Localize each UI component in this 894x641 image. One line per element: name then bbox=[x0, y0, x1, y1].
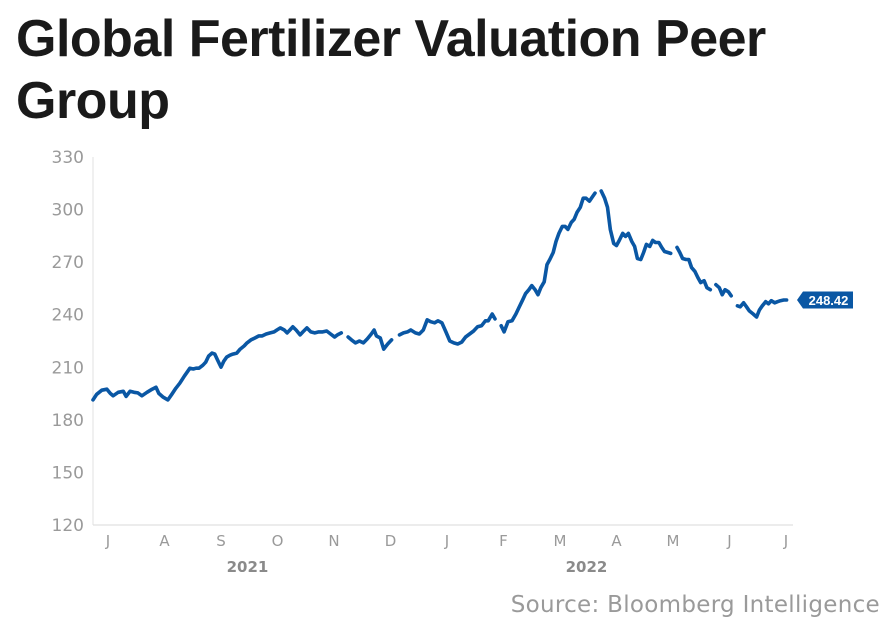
x-tick-label: F bbox=[499, 532, 508, 550]
y-tick-label: 150 bbox=[52, 463, 84, 483]
y-axis: 120 150 180 210 240 270 300 330 bbox=[52, 148, 84, 536]
source-note: Source: Bloomberg Intelligence bbox=[510, 592, 880, 618]
x-tick-label: A bbox=[611, 532, 622, 550]
x-tick-label: M bbox=[667, 532, 680, 550]
x-year-label: 2022 bbox=[566, 558, 608, 576]
x-year-label: 2021 bbox=[227, 558, 269, 576]
last-value-label: 248.42 bbox=[797, 291, 853, 309]
y-tick-label: 300 bbox=[52, 201, 84, 221]
series-group bbox=[91, 189, 789, 402]
series-line bbox=[91, 189, 789, 402]
x-tick-label: N bbox=[328, 532, 339, 550]
x-tick-label: M bbox=[554, 532, 567, 550]
x-tick-label: J bbox=[105, 532, 110, 550]
x-tick-label: J bbox=[444, 532, 449, 550]
y-tick-label: 330 bbox=[52, 148, 84, 168]
y-tick-label: 120 bbox=[52, 516, 84, 536]
y-tick-label: 240 bbox=[52, 306, 84, 326]
x-tick-label: S bbox=[216, 532, 226, 550]
x-tick-label: D bbox=[385, 532, 397, 550]
x-tick-label: O bbox=[272, 532, 284, 550]
chart-title: Global Fertilizer Valuation Peer Group bbox=[16, 10, 766, 130]
x-tick-label: J bbox=[726, 532, 731, 550]
x-axis: J A S O N D J F M A M J J 2021 2022 bbox=[105, 532, 788, 576]
y-tick-label: 270 bbox=[52, 253, 84, 273]
y-tick-label: 180 bbox=[52, 411, 84, 431]
x-tick-label: J bbox=[783, 532, 788, 550]
y-tick-label: 210 bbox=[52, 358, 84, 378]
last-value-label-text: 248.42 bbox=[809, 293, 849, 308]
last-value-label-background bbox=[797, 291, 853, 309]
x-tick-label: A bbox=[159, 532, 170, 550]
